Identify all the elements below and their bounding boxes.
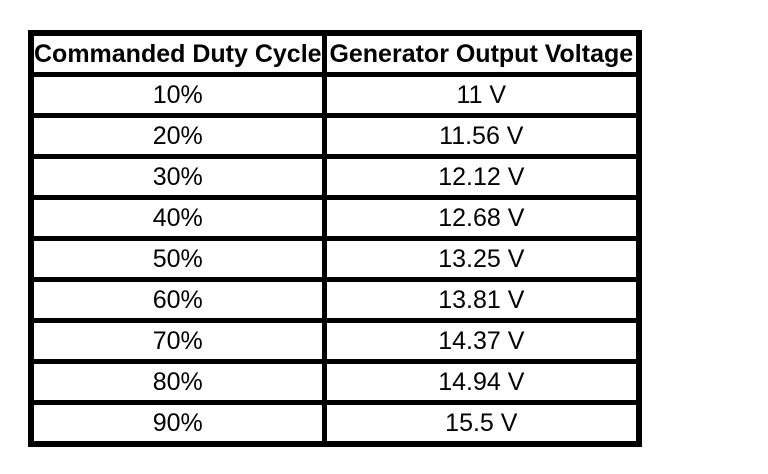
duty-cycle-cell: 20% <box>28 113 327 159</box>
table-row: 40% 12.68 V <box>28 195 642 241</box>
duty-cycle-cell: 90% <box>28 400 327 447</box>
table-row: 60% 13.81 V <box>28 277 642 323</box>
voltage-cell: 11 V <box>321 72 642 118</box>
voltage-cell: 13.81 V <box>321 277 642 323</box>
voltage-cell: 11.56 V <box>321 113 642 159</box>
column-header-duty-cycle: Commanded Duty Cycle <box>28 30 327 77</box>
duty-cycle-cell: 40% <box>28 195 327 241</box>
table-row: 10% 11 V <box>28 72 642 118</box>
duty-cycle-voltage-table: Commanded Duty Cycle Generator Output Vo… <box>28 30 643 447</box>
duty-cycle-cell: 60% <box>28 277 327 323</box>
table-row: 30% 12.12 V <box>28 154 642 200</box>
duty-cycle-cell: 50% <box>28 236 327 282</box>
voltage-cell: 12.68 V <box>321 195 642 241</box>
voltage-cell: 12.12 V <box>321 154 642 200</box>
voltage-cell: 14.37 V <box>321 318 642 364</box>
voltage-cell: 14.94 V <box>321 359 642 405</box>
column-header-output-voltage: Generator Output Voltage <box>321 30 642 77</box>
voltage-cell: 15.5 V <box>321 400 642 447</box>
duty-cycle-cell: 10% <box>28 72 327 118</box>
table-row: 80% 14.94 V <box>28 359 642 405</box>
duty-cycle-cell: 30% <box>28 154 327 200</box>
header-row: Commanded Duty Cycle Generator Output Vo… <box>28 30 642 77</box>
table-row: 20% 11.56 V <box>28 113 642 159</box>
table-row: 70% 14.37 V <box>28 318 642 364</box>
voltage-cell: 13.25 V <box>321 236 642 282</box>
table-row: 50% 13.25 V <box>28 236 642 282</box>
duty-cycle-cell: 80% <box>28 359 327 405</box>
table-row: 90% 15.5 V <box>28 400 642 447</box>
duty-cycle-cell: 70% <box>28 318 327 364</box>
